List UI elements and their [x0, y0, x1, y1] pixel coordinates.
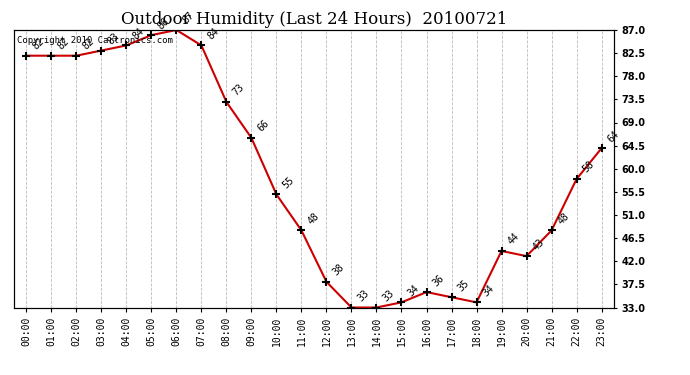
Text: 35: 35 [455, 278, 471, 293]
Text: 83: 83 [106, 31, 121, 46]
Text: 86: 86 [155, 16, 171, 31]
Text: 58: 58 [581, 159, 596, 175]
Title: Outdoor Humidity (Last 24 Hours)  20100721: Outdoor Humidity (Last 24 Hours) 2010072… [121, 12, 507, 28]
Text: 36: 36 [431, 273, 446, 288]
Text: 82: 82 [55, 36, 71, 51]
Text: 33: 33 [355, 288, 371, 303]
Text: Copyright 2010 Cartronics.com: Copyright 2010 Cartronics.com [17, 36, 172, 45]
Text: 48: 48 [306, 211, 321, 226]
Text: 84: 84 [130, 26, 146, 41]
Text: 84: 84 [206, 26, 221, 41]
Text: 73: 73 [230, 82, 246, 98]
Text: 34: 34 [406, 283, 421, 298]
Text: 55: 55 [281, 175, 296, 190]
Text: 44: 44 [506, 231, 521, 247]
Text: 48: 48 [555, 211, 571, 226]
Text: 64: 64 [606, 129, 621, 144]
Text: 82: 82 [81, 36, 96, 51]
Text: 33: 33 [381, 288, 396, 303]
Text: 38: 38 [331, 262, 346, 278]
Text: 87: 87 [181, 10, 196, 26]
Text: 66: 66 [255, 118, 271, 134]
Text: 82: 82 [30, 36, 46, 51]
Text: 43: 43 [531, 237, 546, 252]
Text: 34: 34 [481, 283, 496, 298]
